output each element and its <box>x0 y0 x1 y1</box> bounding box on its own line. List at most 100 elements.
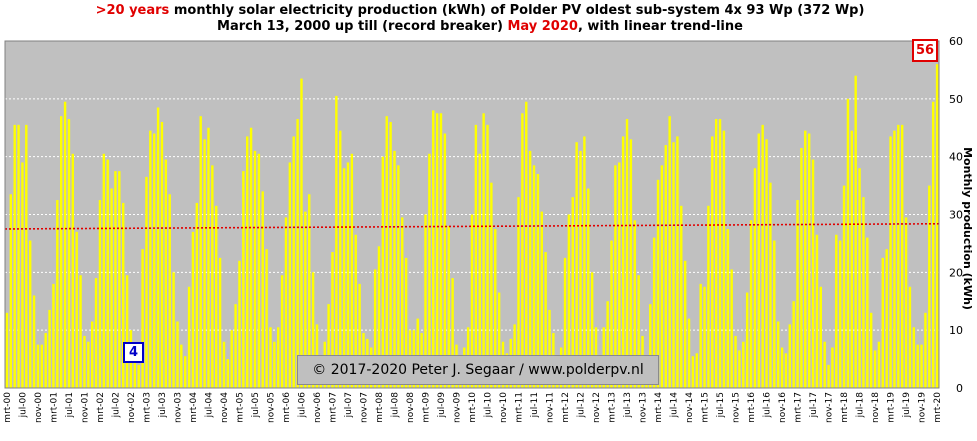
x-tick-label: nov-14 <box>685 392 695 423</box>
bar <box>226 359 230 388</box>
bar <box>823 341 826 388</box>
bar <box>676 136 679 388</box>
x-tick-label: mrt-04 <box>189 392 199 423</box>
x-tick-label: nov-07 <box>360 392 370 423</box>
x-tick-label: mrt-14 <box>654 392 664 423</box>
bar <box>548 309 551 388</box>
bar <box>273 341 276 388</box>
bar <box>862 197 865 388</box>
bar <box>13 124 16 389</box>
x-axis-ticks: mrt-00 jul-00 nov-00 mrt-01 jul-01 nov-01 mrt-… <box>3 392 943 423</box>
x-tick-label: jul-06 <box>298 392 308 419</box>
x-tick-label: jul-12 <box>577 392 587 418</box>
bar <box>133 359 137 388</box>
bar <box>745 292 749 388</box>
bar <box>683 260 687 388</box>
x-tick-label: mrt-09 <box>422 392 432 423</box>
bar <box>451 278 454 388</box>
bar <box>191 231 195 388</box>
bar <box>532 165 536 388</box>
bar <box>920 344 923 389</box>
bar <box>478 153 481 388</box>
bar <box>742 341 745 388</box>
bar <box>28 240 32 388</box>
x-tick-label: nov-05 <box>267 392 277 423</box>
bar <box>854 75 857 388</box>
x-tick-label: jul-03 <box>158 392 168 418</box>
x-tick-label: jul-08 <box>391 392 401 419</box>
bar <box>858 168 861 388</box>
bar <box>470 214 474 388</box>
bar <box>804 130 807 388</box>
bar <box>25 124 28 389</box>
bar <box>633 220 636 388</box>
bar <box>447 226 450 388</box>
bar <box>718 119 722 388</box>
y-tick-label: 50 <box>949 93 963 106</box>
bar <box>17 124 20 389</box>
bar <box>91 321 94 388</box>
bar <box>288 162 292 388</box>
bar <box>153 133 156 388</box>
bar <box>571 197 574 388</box>
bar <box>253 150 257 388</box>
bar <box>835 234 838 388</box>
bar <box>331 252 334 388</box>
x-tick-label: jul-05 <box>251 392 261 418</box>
x-tick-label: jul-10 <box>484 392 494 419</box>
bar <box>850 130 853 388</box>
chart-subtitle: March 13, 2000 up till (record breaker) … <box>0 19 960 34</box>
bar <box>528 150 532 388</box>
bar <box>118 171 121 389</box>
bar <box>610 240 613 388</box>
bar <box>404 257 408 389</box>
bar <box>327 304 330 388</box>
max-value-badge: 56 <box>912 39 938 62</box>
bar <box>912 327 916 388</box>
bar <box>494 228 497 388</box>
x-tick-label: nov-19 <box>918 392 928 423</box>
bar <box>52 283 55 388</box>
bar <box>652 237 656 388</box>
x-tick-label: nov-17 <box>825 392 835 423</box>
x-tick-label: nov-18 <box>871 392 881 423</box>
bar <box>846 98 850 388</box>
x-tick-label: mrt-10 <box>468 392 478 423</box>
y-tick-label: 30 <box>949 209 963 222</box>
bar <box>218 257 222 389</box>
bar <box>373 269 377 388</box>
bar <box>79 275 82 388</box>
bar <box>246 136 249 388</box>
bar <box>242 171 245 389</box>
bar <box>393 150 396 388</box>
bar <box>842 185 846 388</box>
x-tick-label: jul-19 <box>902 392 912 419</box>
x-tick-label: mrt-17 <box>794 392 804 423</box>
x-tick-label: mrt-01 <box>49 392 59 423</box>
bar <box>48 309 51 388</box>
bar <box>110 188 113 388</box>
bar <box>300 78 303 388</box>
bar <box>873 350 877 388</box>
x-tick-label: mrt-00 <box>3 392 13 423</box>
bar <box>827 364 830 388</box>
bar <box>792 301 795 388</box>
bar <box>916 344 919 389</box>
bar <box>137 364 140 388</box>
bar <box>234 304 237 388</box>
x-tick-label: mrt-12 <box>561 392 571 423</box>
x-tick-label: jul-17 <box>809 392 819 418</box>
bar <box>296 119 299 388</box>
x-tick-label: nov-15 <box>732 392 742 423</box>
bar <box>339 130 342 388</box>
bar-series <box>5 64 939 389</box>
bar <box>435 113 439 388</box>
bar <box>563 257 567 389</box>
bar <box>521 113 524 388</box>
y-tick-label: 60 <box>949 35 963 48</box>
bar <box>44 333 47 388</box>
bar <box>908 286 912 388</box>
x-tick-label: nov-12 <box>592 392 602 423</box>
bar <box>211 165 214 388</box>
bar <box>168 194 171 388</box>
